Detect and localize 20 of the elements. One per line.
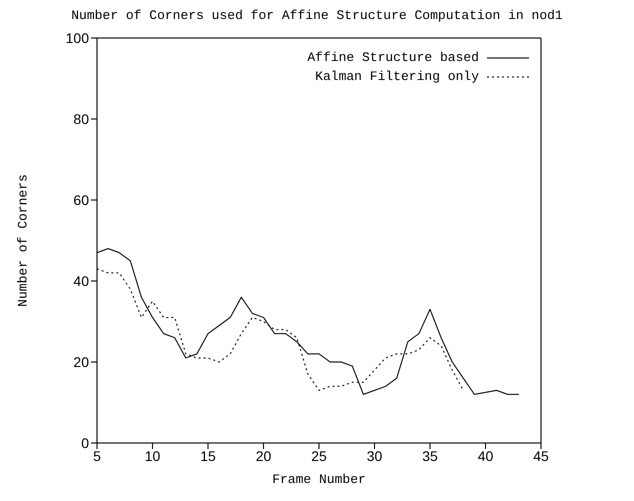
x-tick-label: 5 — [93, 448, 102, 464]
x-tick-label: 20 — [256, 448, 272, 464]
x-tick-label: 30 — [366, 448, 382, 464]
y-tick-label: 100 — [66, 30, 90, 46]
y-tick-label: 60 — [73, 192, 90, 208]
y-tick-label: 80 — [73, 110, 90, 127]
x-tick-label: 25 — [311, 448, 327, 464]
x-tick-label: 10 — [144, 448, 160, 464]
y-tick-label: 20 — [73, 354, 90, 370]
y-tick-label: 0 — [81, 434, 90, 451]
y-axis-title: Number of Corners — [16, 174, 31, 307]
x-tick-label: 35 — [422, 448, 438, 464]
x-tick-label: 40 — [478, 448, 494, 464]
chart-title: Number of Corners used for Affine Structure Computation in nod1 — [70, 8, 564, 23]
x-tick-label: 15 — [200, 448, 216, 464]
x-axis-title: Frame Number — [272, 472, 366, 487]
y-tick-label: 40 — [73, 272, 90, 289]
legend-label: Kalman Filtering only — [315, 69, 479, 84]
x-tick-label: 45 — [533, 448, 549, 464]
legend-label: Affine Structure based — [307, 50, 479, 65]
